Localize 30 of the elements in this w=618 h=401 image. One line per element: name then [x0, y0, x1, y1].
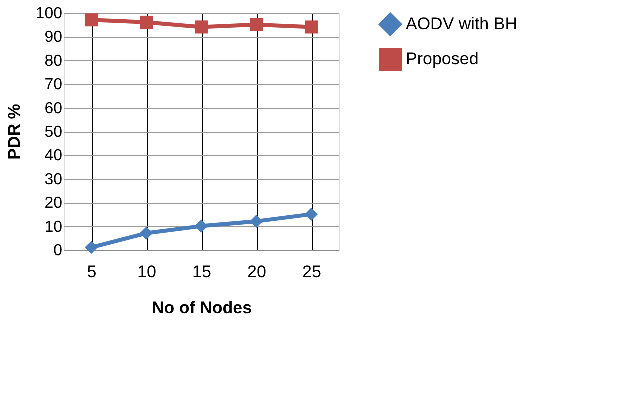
legend-label: Proposed: [406, 50, 479, 68]
y-tick-label: 20: [44, 195, 63, 212]
x-tick-label: 10: [138, 262, 156, 282]
y-tick-label: 60: [44, 100, 63, 118]
point: [304, 20, 318, 34]
y-tick-label: 30: [44, 171, 63, 188]
point: [194, 20, 208, 34]
y-tick-label: 80: [44, 52, 63, 70]
x-tick-label: 25: [302, 262, 322, 282]
y-tick-label: 50: [44, 124, 63, 141]
y-tick-label: 0: [54, 242, 63, 260]
point: [140, 16, 154, 29]
x-tick-label: 15: [192, 262, 212, 282]
x-tick-label: 20: [248, 262, 266, 282]
legend-label: AODV with BH: [406, 14, 518, 34]
point: [194, 220, 208, 233]
x-tick-label: 5: [87, 262, 97, 282]
y-tick-label: 100: [36, 6, 63, 22]
y-tick-label: 40: [44, 148, 63, 165]
point: [84, 241, 98, 254]
point: [304, 208, 318, 221]
x-axis-title: No of Nodes: [152, 298, 252, 318]
y-tick-label: 70: [44, 76, 63, 94]
point: [250, 215, 264, 228]
point: [250, 18, 264, 32]
point: [84, 14, 98, 27]
point: [140, 226, 154, 240]
y-tick-label: 90: [44, 29, 63, 46]
y-axis-title: PDR %: [4, 104, 24, 160]
y-tick-label: 10: [44, 218, 63, 236]
